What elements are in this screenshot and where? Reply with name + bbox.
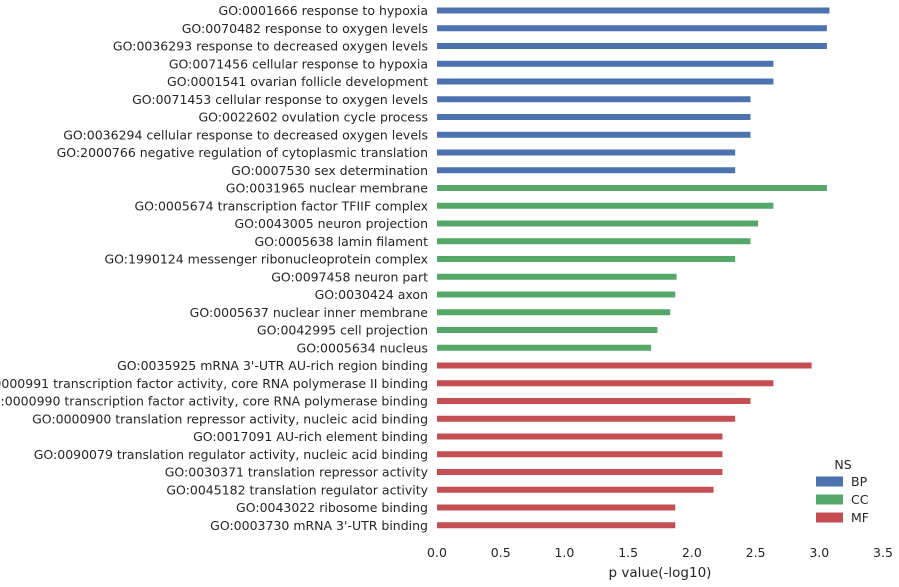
- legend-swatch-bp: [816, 476, 843, 487]
- bar-cc: [437, 185, 827, 191]
- category-label: GO:0000990 transcription factor activity…: [0, 394, 428, 409]
- category-labels-group: GO:0001666 response to hypoxia GO:0070482…: [0, 3, 429, 533]
- bar-bp: [437, 96, 751, 103]
- bar-mf: [437, 433, 723, 440]
- bar-bp: [437, 149, 736, 156]
- category-label: GO:0030424 axon: [315, 287, 428, 302]
- category-label: GO:0005634 nucleus: [297, 340, 428, 355]
- bar-mf: [437, 451, 723, 458]
- bar-cc: [437, 344, 652, 351]
- legend-title: NS: [834, 457, 851, 472]
- bar-bp: [437, 131, 751, 138]
- category-label: GO:0022602 ovulation cycle process: [199, 110, 429, 125]
- category-label: GO:0005638 lamin filament: [254, 234, 428, 249]
- x-axis-ticks-group: 0.0 0.5 1.0 1.5 2.0 2.5 3.0 3.5: [427, 545, 893, 560]
- bar-bp: [437, 167, 736, 174]
- bar-mf: [437, 469, 723, 475]
- bar-bp: [437, 60, 774, 67]
- category-label: GO:0035925 mRNA 3'-UTR AU-rich region bi…: [117, 358, 428, 373]
- bar-cc: [437, 238, 751, 245]
- bar-mf: [437, 522, 676, 529]
- category-label: GO:0071453 cellular response to oxygen l…: [132, 92, 428, 107]
- bar-bp: [437, 7, 830, 14]
- category-label: GO:1990124 messenger ribonucleoprotein c…: [104, 252, 428, 267]
- category-label: GO:0005637 nuclear inner membrane: [190, 305, 429, 320]
- bar-mf: [437, 398, 751, 404]
- bars-group: [437, 7, 830, 529]
- legend-swatch-mf: [816, 512, 843, 523]
- category-label: GO:0090079 translation regulator activit…: [34, 447, 428, 462]
- x-tick-label: 3.0: [809, 545, 829, 560]
- category-label: GO:0036294 cellular response to decrease…: [63, 127, 428, 142]
- category-label: GO:0071456 cellular response to hypoxia: [169, 56, 428, 71]
- bar-cc: [437, 291, 676, 298]
- legend-label-mf: MF: [851, 510, 869, 525]
- bar-mf: [437, 362, 812, 369]
- x-tick-label: 3.5: [873, 545, 893, 560]
- category-label: GO:0001541 ovarian follicle development: [167, 74, 428, 89]
- category-label: GO:0001666 response to hypoxia: [219, 3, 428, 18]
- x-tick-label: 1.5: [618, 545, 638, 560]
- bar-mf: [437, 504, 676, 511]
- bar-bp: [437, 25, 827, 32]
- bar-cc: [437, 256, 736, 262]
- x-tick-label: 2.0: [682, 545, 702, 560]
- category-label: GO:0097458 neuron part: [271, 269, 428, 284]
- category-label: GO:0000991 transcription factor activity…: [0, 376, 428, 391]
- bar-bp: [437, 78, 774, 85]
- category-label: GO:0007530 sex determination: [231, 163, 428, 178]
- bar-mf: [437, 486, 714, 493]
- bar-mf: [437, 380, 774, 387]
- category-label: GO:2000766 negative regulation of cytopl…: [57, 145, 428, 160]
- bar-cc: [437, 202, 774, 209]
- bar-bp: [437, 43, 827, 49]
- category-label: GO:0070482 response to oxygen levels: [182, 21, 428, 36]
- category-label: GO:0017091 AU-rich element binding: [193, 429, 428, 444]
- bar-bp: [437, 114, 751, 120]
- bar-cc: [437, 327, 658, 333]
- category-label: GO:0043022 ribosome binding: [236, 500, 428, 515]
- legend-label-cc: CC: [851, 492, 869, 507]
- category-label: GO:0036293 response to decreased oxygen …: [113, 39, 428, 54]
- bar-cc: [437, 273, 677, 280]
- category-label: GO:0030371 translation repressor activit…: [165, 465, 429, 480]
- bar-cc: [437, 220, 759, 227]
- legend-swatch-cc: [816, 494, 843, 505]
- legend: NS BP CC MF: [816, 457, 869, 525]
- bar-mf: [437, 415, 736, 422]
- category-label: GO:0043005 neuron projection: [234, 216, 428, 231]
- category-label: GO:0000900 translation repressor activit…: [32, 411, 428, 426]
- x-tick-label: 1.0: [554, 545, 574, 560]
- category-label: GO:0003730 mRNA 3'-UTR binding: [210, 518, 428, 533]
- category-label: GO:0005674 transcription factor TFIIF co…: [134, 198, 428, 213]
- x-tick-label: 0.0: [427, 545, 447, 560]
- bar-cc: [437, 309, 671, 316]
- category-label: GO:0045182 translation regulator activit…: [166, 482, 428, 497]
- category-label: GO:0042995 cell projection: [257, 323, 428, 338]
- legend-label-bp: BP: [851, 474, 868, 489]
- category-label: GO:0031965 nuclear membrane: [226, 181, 429, 196]
- x-tick-label: 0.5: [491, 545, 511, 560]
- x-axis-title: p value(-log10): [609, 565, 712, 581]
- x-tick-label: 2.5: [746, 545, 766, 560]
